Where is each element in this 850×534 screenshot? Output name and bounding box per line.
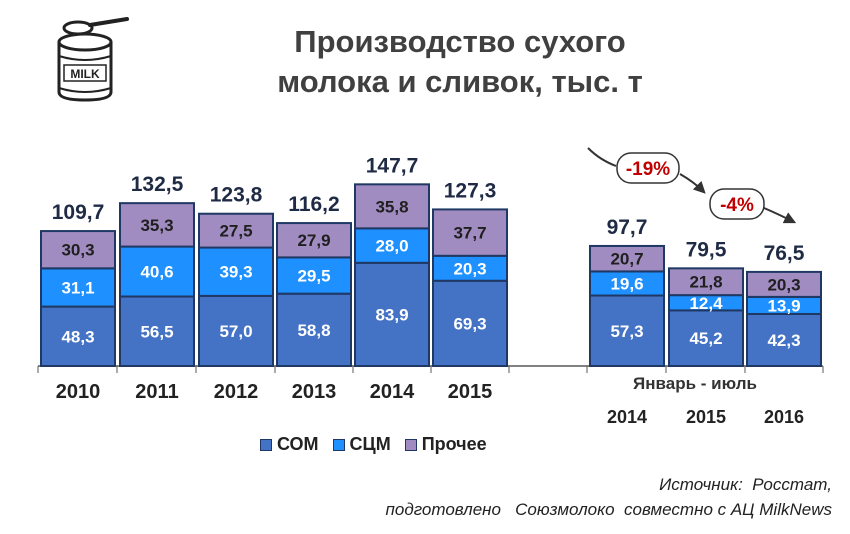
bar-segment-other [746, 270, 822, 298]
data-label-scm: 13,9 [767, 296, 800, 315]
total-label: 147,7 [366, 154, 419, 177]
data-label-other: 20,7 [610, 250, 643, 269]
data-label-com: 42,3 [767, 331, 800, 350]
legend-label-com: СОМ [277, 434, 319, 454]
bar-segment-scm [119, 245, 195, 298]
legend-swatch-scm [332, 438, 345, 451]
data-label-scm: 31,1 [61, 278, 94, 297]
bar-segment-other [589, 244, 665, 273]
bar-segment-other [119, 202, 195, 248]
legend-item-other: Прочее [404, 434, 487, 455]
period-label: Январь - июль [633, 374, 757, 393]
bar-segment-other [198, 212, 274, 249]
change-arrow-path [763, 207, 797, 224]
legend-swatch-com [260, 438, 272, 451]
data-label-scm: 29,5 [297, 267, 330, 286]
data-label-other: 37,7 [453, 224, 486, 243]
x-tick-label: 2014 [370, 381, 415, 403]
bar-segment-other [668, 267, 744, 297]
data-label-com: 57,0 [219, 322, 252, 341]
x-tick-label: 2011 [135, 381, 178, 403]
bar-segment-other [40, 230, 116, 270]
bar-segment-com [119, 295, 195, 368]
x-tick-label: 2015 [686, 407, 726, 427]
source-line-2: подготовлено Союзмолоко совместно с АЦ M… [385, 500, 832, 519]
title-line-1: Производство сухого [294, 24, 626, 59]
data-label-scm: 39,3 [219, 263, 252, 282]
total-label: 109,7 [52, 201, 105, 224]
bar-segment-scm [40, 267, 116, 308]
change-label: -19% [626, 159, 670, 180]
milk-can-label: MILK [70, 67, 100, 81]
milk-can-icon: MILK [57, 17, 129, 102]
data-label-scm: 19,6 [610, 274, 643, 293]
legend-swatch-other [404, 438, 417, 451]
total-label: 116,2 [288, 193, 339, 216]
data-label-other: 27,9 [297, 231, 330, 250]
data-label-com: 48,3 [61, 327, 94, 346]
bar-segment-scm [198, 246, 274, 297]
bar-segment-scm [354, 227, 430, 264]
data-label-com: 58,8 [297, 321, 330, 340]
x-tick-label: 2015 [448, 381, 493, 403]
data-label-other: 27,5 [219, 222, 252, 241]
bar-segment-com [746, 312, 822, 368]
bar-segment-com [354, 261, 430, 368]
legend-item-com: СОМ [260, 434, 319, 455]
chart-title: Производство сухого молока и сливок, тыс… [200, 22, 720, 102]
bar-segment-com [432, 279, 508, 367]
data-label-other: 30,3 [61, 241, 94, 260]
data-label-com: 45,2 [689, 329, 722, 348]
total-label: 132,5 [131, 173, 184, 196]
data-label-scm: 28,0 [375, 237, 408, 256]
bar-segment-other [432, 208, 508, 257]
data-label-other: 20,3 [767, 275, 800, 294]
total-label: 123,8 [210, 184, 263, 207]
change-arrow-path [679, 173, 706, 194]
x-tick-label: 2013 [292, 381, 337, 403]
total-label: 76,5 [764, 242, 805, 265]
data-label-com: 69,3 [453, 314, 486, 333]
legend-item-scm: СЦМ [332, 434, 391, 455]
total-label: 127,3 [444, 179, 497, 202]
bar-segment-scm [589, 270, 665, 297]
data-label-other: 35,3 [140, 216, 173, 235]
x-tick-label: 2012 [214, 381, 259, 403]
x-tick-label: 2014 [607, 407, 647, 427]
data-label-com: 57,3 [610, 322, 643, 341]
data-label-com: 83,9 [375, 305, 408, 324]
bar-segment-other [354, 183, 430, 230]
source-line-1: Источник: Росстат, [659, 475, 832, 494]
change-arrow-path [587, 147, 617, 167]
legend-label-other: Прочее [421, 434, 487, 454]
total-label: 97,7 [607, 216, 648, 239]
change-label: -4% [720, 195, 754, 216]
total-label: 79,5 [686, 238, 727, 261]
legend-label-scm: СЦМ [349, 434, 391, 454]
data-label-scm: 20,3 [453, 259, 486, 278]
data-label-other: 35,8 [375, 197, 408, 216]
data-label-other: 21,8 [689, 273, 722, 292]
x-tick-label: 2016 [764, 407, 804, 427]
data-label-com: 56,5 [140, 322, 173, 341]
x-tick-label: 2010 [56, 381, 101, 403]
legend: СОМ СЦМ Прочее [260, 434, 501, 455]
data-label-scm: 40,6 [140, 263, 173, 282]
change-badge [616, 152, 680, 184]
bar-segment-other [276, 222, 352, 259]
title-line-2: молока и сливок, тыс. т [277, 64, 643, 99]
data-label-scm: 12,4 [689, 294, 723, 313]
bar-segment-scm [432, 254, 508, 282]
change-badge [709, 188, 765, 220]
